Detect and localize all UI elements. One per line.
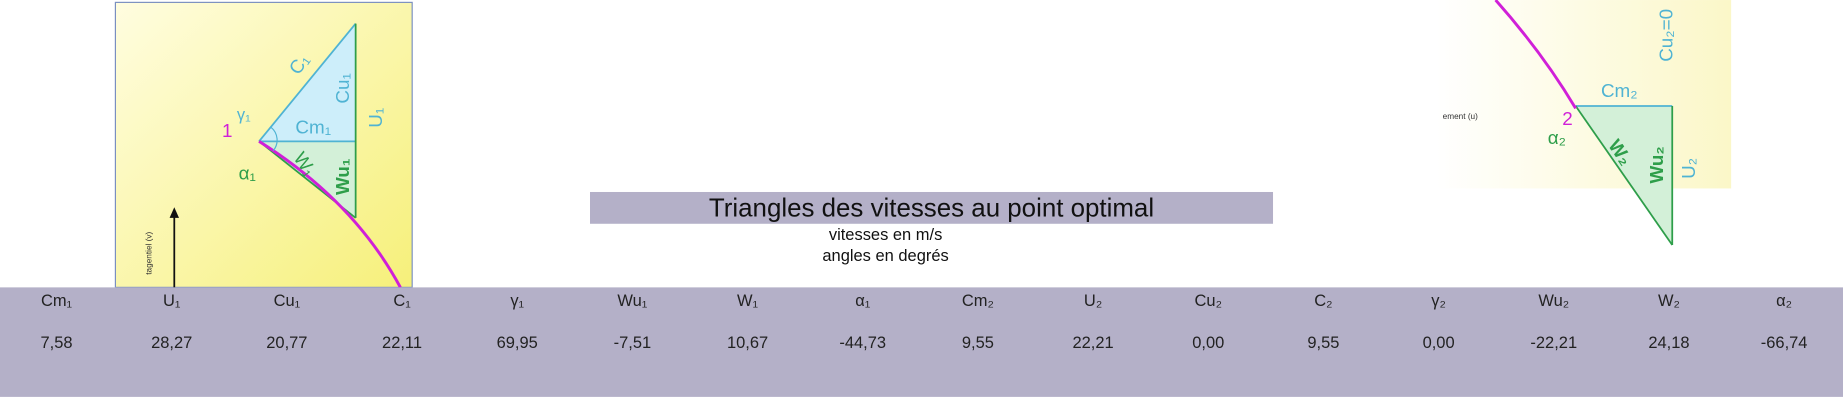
label: Wu₂ <box>1646 146 1667 183</box>
blade-curve <box>1494 0 1577 110</box>
table-cell: 22,21 <box>1072 334 1113 352</box>
axis-label: tagentiel (v) <box>145 231 154 274</box>
table-bg <box>0 287 1843 397</box>
table-header: Cu₂ <box>1195 292 1222 310</box>
arrow-head <box>169 207 180 218</box>
table-cell: 22,11 <box>382 334 422 352</box>
table-header: C₂ <box>1314 292 1332 310</box>
title: Triangles des vitesses au point optimal <box>709 194 1154 222</box>
axis-label: ement (u) <box>1443 112 1478 121</box>
table-cell: 0,00 <box>1192 334 1224 352</box>
label: α₁ <box>239 162 256 183</box>
table-header: Wu₁ <box>617 292 647 310</box>
table-header: Cm₂ <box>962 292 994 310</box>
diagram-left: C₁ Cu₁ U₁ γ₁ Cm₁ 1 α₁ W₁ Wu₁ tagentiel (… <box>114 1 413 289</box>
table-cell: -44,73 <box>839 334 886 352</box>
table-header: Cm₁ <box>41 292 73 310</box>
table-cell: 9,55 <box>962 334 994 352</box>
label: U₁ <box>365 108 386 128</box>
label: 1 <box>222 120 232 141</box>
label: Cu₁ <box>332 73 353 103</box>
table-cell: 24,18 <box>1648 334 1689 352</box>
table-cell: 28,27 <box>151 334 192 352</box>
table-header: Wu₂ <box>1538 292 1569 310</box>
table-cell: 7,58 <box>40 334 72 352</box>
title-bar <box>589 191 1274 224</box>
note: angles en degrés <box>822 247 948 265</box>
table-header: γ₂ <box>1431 292 1446 310</box>
table-cell: -22,21 <box>1530 334 1577 352</box>
table-header: Cu₁ <box>274 292 301 310</box>
vector-w <box>1574 105 1673 246</box>
table-cell: 0,00 <box>1423 334 1455 352</box>
table: Cm₁ U₁ Cu₁ C₁ γ₁ Wu₁ W₁ α₁ Cm₂ U₂ Cu₂ C₂ γ₂ Wu₂ W₂ α₂ 7,… <box>40 292 1807 352</box>
table-cell: 69,95 <box>497 334 538 352</box>
label: Cm₂ <box>1601 80 1638 101</box>
table-header: W₂ <box>1658 292 1680 310</box>
table-header: U₂ <box>1084 292 1102 310</box>
table-header: γ₁ <box>510 292 524 310</box>
table-cell: 20,77 <box>266 334 307 352</box>
table-header: α₂ <box>1776 292 1792 310</box>
label: U₂ <box>1678 158 1699 179</box>
label: 2 <box>1562 108 1572 129</box>
diagram-bg <box>1436 0 1732 189</box>
note: vitesses en m/s <box>829 226 943 244</box>
angle-arc <box>270 126 278 152</box>
label: γ₁ <box>237 106 251 124</box>
table-header: α₁ <box>855 292 871 310</box>
table-header: U₁ <box>163 292 181 310</box>
table-header: W₁ <box>737 292 759 310</box>
label: Cm₁ <box>295 116 331 137</box>
table-cell: -66,74 <box>1761 334 1808 352</box>
label: α₂ <box>1548 127 1566 148</box>
label: Wu₁ <box>332 158 353 195</box>
table-cell: 9,55 <box>1307 334 1339 352</box>
vector-c <box>258 23 357 142</box>
table-cell: -7,51 <box>614 334 652 352</box>
diagram-right: Cu₂=0 Cm₂ 2 α₂ W₂ Wu₂ U₂ ement (u) <box>1436 0 1732 246</box>
table-cell: 10,67 <box>727 334 768 352</box>
blade-curve <box>258 140 402 289</box>
label: Cu₂=0 <box>1656 9 1677 62</box>
table-header: C₁ <box>393 292 411 310</box>
